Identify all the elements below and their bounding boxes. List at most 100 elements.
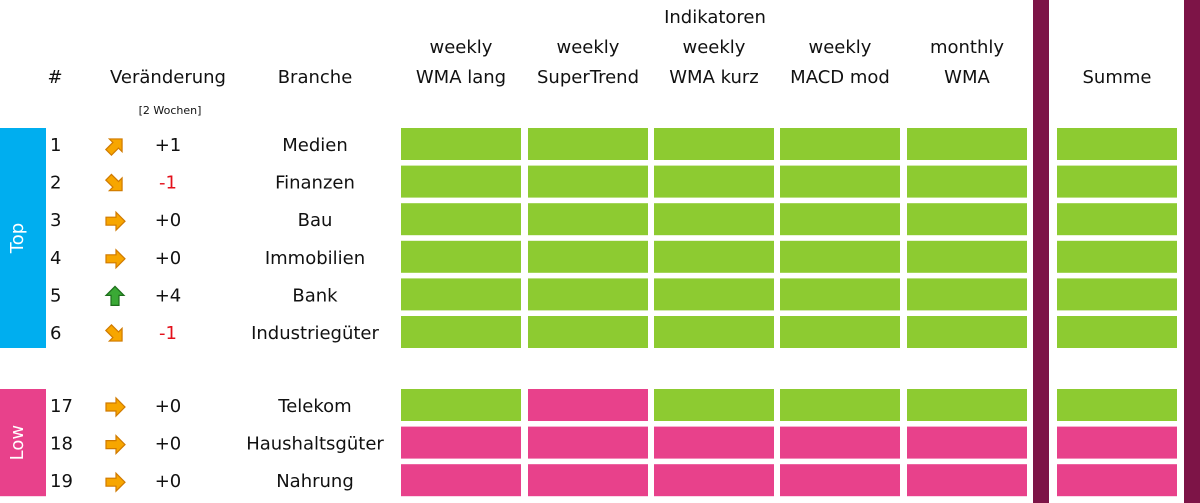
indicator-cell (780, 426, 900, 459)
sum-header: Summe (1083, 67, 1152, 88)
indicator-cell (528, 464, 648, 497)
trend-arrow (105, 471, 126, 493)
indicator-cell (780, 240, 900, 273)
sum-cell (1057, 278, 1177, 311)
indicator-cell (528, 316, 648, 348)
indicator-cell (780, 128, 900, 160)
indicator-header: weekly (809, 37, 872, 58)
sum-cell (1057, 165, 1177, 198)
indicator-header: monthly (930, 37, 1004, 58)
sector: Bau (298, 210, 333, 231)
sum-cell (1057, 240, 1177, 273)
divider (1033, 0, 1049, 503)
rank: 18 (50, 434, 73, 455)
indicator-cell (780, 316, 900, 348)
indicator-cell (907, 464, 1027, 497)
indicator-cell (528, 240, 648, 273)
indicator-cell (528, 426, 648, 459)
indicator-cell (907, 128, 1027, 160)
rank: 19 (50, 471, 73, 492)
divider (1184, 0, 1200, 503)
indicator-cell (401, 426, 521, 459)
trend-arrow (105, 248, 126, 270)
indicator-header: weekly (557, 37, 620, 58)
indicator-cell (654, 316, 774, 348)
indicator-cell (401, 278, 521, 311)
sector: Industriegüter (251, 323, 379, 344)
change: +1 (155, 135, 182, 156)
indicator-cell (401, 389, 521, 421)
trend-arrow (104, 138, 123, 157)
indicator-cell (528, 203, 648, 236)
sector: Nahrung (276, 471, 354, 492)
indicator-cell (654, 426, 774, 459)
indicator-cell (780, 464, 900, 497)
group-band (0, 128, 46, 348)
sector: Haushaltsgüter (246, 434, 384, 455)
change-note: [2 Wochen] (139, 104, 202, 117)
trend-arrow (104, 285, 126, 306)
indicator-cell (401, 464, 521, 497)
rank: 1 (50, 135, 61, 156)
indicator-header: weekly (430, 37, 493, 58)
indicator-cell (780, 165, 900, 198)
group-label: Top (7, 223, 28, 254)
indicator-cell (401, 128, 521, 160)
sector: Bank (292, 285, 338, 306)
indicator-cell (528, 128, 648, 160)
indicator-header: WMA (944, 67, 990, 88)
trend-arrow (104, 173, 123, 192)
indicator-cell (907, 165, 1027, 198)
indicator-cell (907, 316, 1027, 348)
sector: Telekom (277, 396, 351, 417)
indicator-cell (780, 278, 900, 311)
indicator-cell (907, 203, 1027, 236)
rank: 3 (50, 210, 61, 231)
indicator-cell (907, 278, 1027, 311)
sum-cell (1057, 316, 1177, 348)
indicator-cell (780, 389, 900, 421)
indicator-cell (654, 165, 774, 198)
sum-cell (1057, 389, 1177, 421)
change: -1 (159, 173, 177, 194)
rank: 2 (50, 173, 61, 194)
indicator-header: weekly (683, 37, 746, 58)
indicator-cell (528, 278, 648, 311)
indicator-cell (401, 240, 521, 273)
change: +0 (155, 396, 182, 417)
indicator-header: WMA kurz (669, 67, 759, 88)
change: +0 (155, 434, 182, 455)
indicator-cell (654, 203, 774, 236)
sector: Medien (282, 135, 348, 156)
indicator-header: SuperTrend (537, 67, 639, 88)
trend-arrow (105, 434, 126, 456)
change: +0 (155, 210, 182, 231)
change-header: Veränderung (110, 67, 226, 88)
sum-cell (1057, 426, 1177, 459)
rank: 17 (50, 396, 73, 417)
indicator-cell (654, 278, 774, 311)
trend-arrow (105, 396, 126, 418)
rank: 4 (50, 248, 61, 269)
change: +0 (155, 248, 182, 269)
change: +0 (155, 471, 182, 492)
trend-arrow (104, 323, 123, 342)
indicator-cell (401, 316, 521, 348)
sector: Finanzen (275, 173, 355, 194)
indicator-cell (907, 389, 1027, 421)
indicator-cell (780, 203, 900, 236)
rank-header: # (47, 67, 62, 88)
trend-arrow (105, 210, 126, 232)
indicator-cell (654, 240, 774, 273)
group-label: Low (7, 425, 28, 460)
change: +4 (155, 285, 182, 306)
indicator-cell (654, 464, 774, 497)
rank: 5 (50, 285, 61, 306)
sum-cell (1057, 128, 1177, 160)
indicator-cell (907, 240, 1027, 273)
indicator-cell (401, 165, 521, 198)
group-band (0, 389, 46, 497)
header-title: Indikatoren (664, 7, 766, 28)
sector-header: Branche (278, 67, 353, 88)
